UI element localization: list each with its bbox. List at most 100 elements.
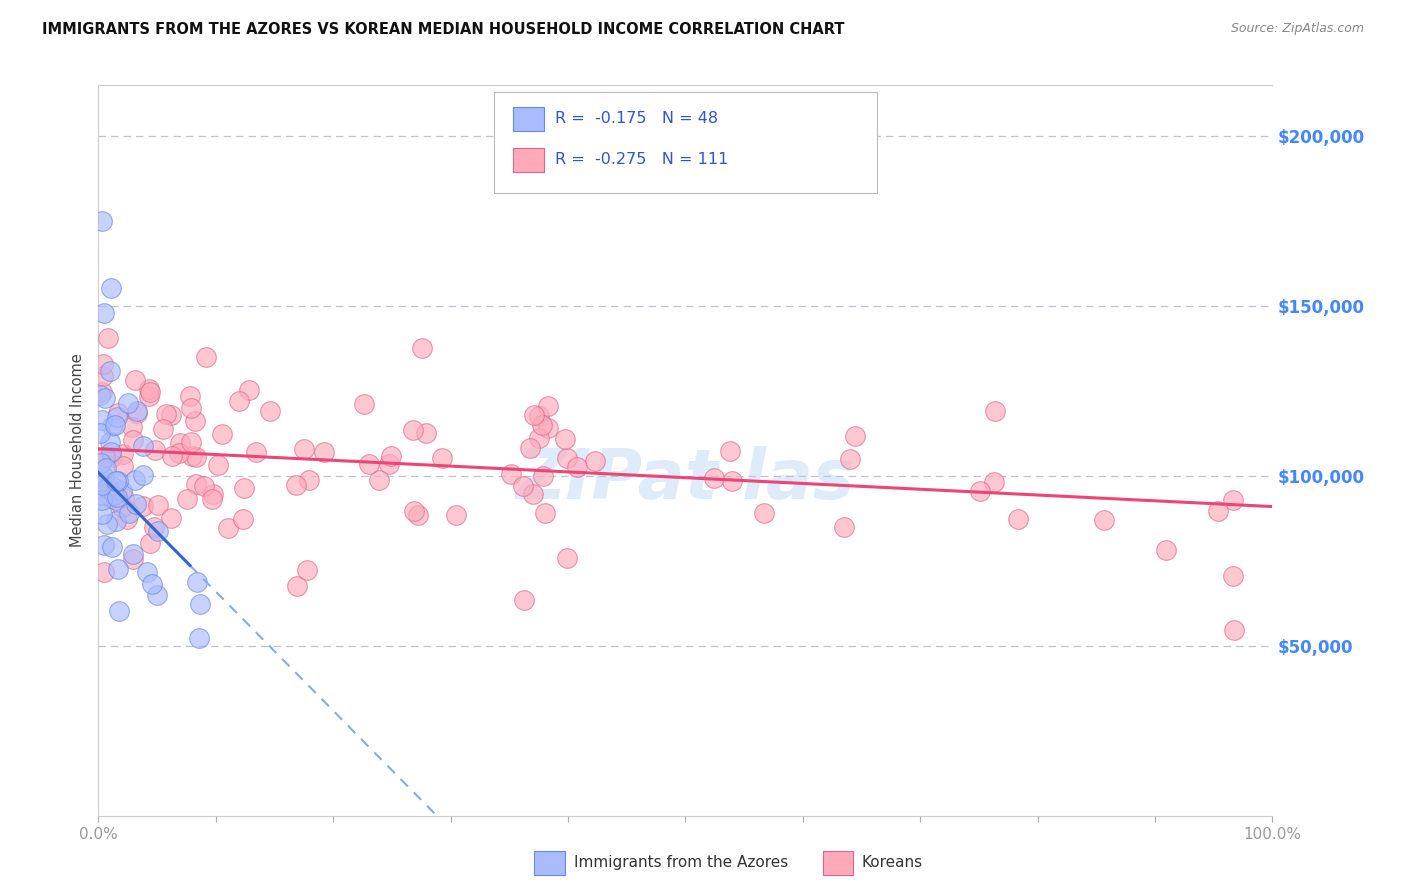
Point [233, 481, 256, 495]
Point [107, 406, 129, 420]
Point [232, 512, 254, 526]
Point [180, 435, 202, 450]
Point [146, 524, 169, 538]
Point [100, 444, 122, 458]
Point [160, 450, 183, 464]
Point [124, 373, 146, 387]
Point [93, 306, 115, 320]
Point [125, 497, 148, 511]
Point [98, 435, 121, 450]
Point [295, 563, 318, 577]
Point [430, 451, 453, 466]
Point [513, 592, 536, 607]
Text: R =  -0.175   N = 48: R = -0.175 N = 48 [555, 112, 718, 126]
Point [121, 419, 143, 434]
Point [180, 401, 202, 416]
Point [132, 439, 155, 453]
Point [839, 452, 862, 467]
Point [752, 506, 775, 520]
Point [97, 331, 120, 345]
Point [139, 535, 162, 549]
Point [90, 456, 112, 470]
Point [105, 514, 128, 528]
Point [90, 478, 112, 492]
Text: ZIPat las: ZIPat las [516, 446, 855, 513]
Point [228, 393, 250, 408]
Point [132, 468, 155, 483]
Point [1154, 542, 1177, 557]
Point [91, 467, 114, 481]
Point [312, 445, 335, 459]
Point [537, 421, 560, 435]
Point [91, 385, 114, 400]
Point [404, 504, 426, 518]
Point [96, 482, 118, 496]
Point [169, 436, 191, 450]
Point [718, 444, 741, 458]
Point [969, 483, 991, 498]
Point [298, 473, 321, 487]
Point [565, 460, 588, 475]
Point [105, 474, 128, 488]
Point [721, 474, 744, 488]
Point [245, 445, 267, 459]
Point [444, 508, 467, 523]
Point [292, 442, 315, 457]
Point [179, 389, 201, 403]
Point [145, 588, 167, 602]
Point [105, 410, 128, 425]
Point [155, 407, 177, 421]
Point [201, 491, 224, 506]
Point [703, 471, 725, 485]
Point [136, 565, 159, 579]
Point [91, 413, 114, 427]
Point [138, 383, 160, 397]
Point [194, 350, 217, 364]
Point [105, 491, 128, 505]
Point [176, 491, 198, 506]
Point [357, 457, 380, 471]
Point [96, 461, 118, 475]
Point [534, 506, 557, 520]
Text: Koreans: Koreans [862, 855, 922, 870]
Text: Immigrants from the Azores: Immigrants from the Azores [574, 855, 787, 870]
Point [160, 510, 183, 524]
Point [523, 408, 546, 422]
Point [111, 484, 134, 499]
Point [127, 406, 149, 420]
Point [1094, 513, 1116, 527]
Point [519, 441, 541, 455]
Point [522, 487, 544, 501]
Point [555, 450, 578, 465]
Point [554, 432, 576, 446]
Point [188, 597, 211, 611]
Point [555, 551, 578, 566]
Point [118, 506, 141, 520]
Point [380, 450, 402, 464]
Point [285, 579, 308, 593]
Point [143, 520, 166, 534]
Point [104, 417, 127, 432]
Point [406, 508, 429, 522]
Point [1222, 569, 1244, 583]
Point [132, 500, 155, 514]
Point [152, 422, 174, 436]
Point [211, 426, 233, 441]
Point [527, 431, 550, 445]
Point [112, 447, 135, 461]
Point [91, 507, 114, 521]
Point [124, 473, 146, 487]
Point [377, 457, 399, 471]
Point [139, 385, 162, 400]
Point [115, 512, 138, 526]
Point [91, 368, 114, 383]
Point [114, 491, 136, 505]
Point [529, 409, 551, 423]
Point [201, 486, 224, 500]
Text: IMMIGRANTS FROM THE AZORES VS KOREAN MEDIAN HOUSEHOLD INCOME CORRELATION CHART: IMMIGRANTS FROM THE AZORES VS KOREAN MED… [42, 22, 845, 37]
Point [98, 364, 121, 378]
Point [143, 442, 166, 457]
Point [148, 499, 170, 513]
Point [90, 492, 112, 507]
Point [583, 453, 606, 467]
